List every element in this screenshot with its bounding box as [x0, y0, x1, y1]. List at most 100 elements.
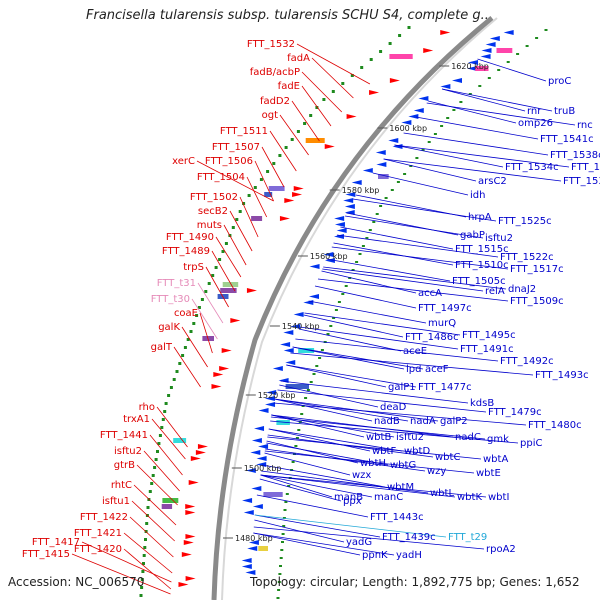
forward-gene-arrow [185, 576, 196, 581]
gc-dot [398, 34, 402, 37]
right-leader-line [394, 144, 570, 168]
left-gene-label: FTT_1511 [220, 126, 268, 137]
left-leader-line [215, 236, 242, 278]
right-leader-line [352, 198, 497, 222]
right-leader-line [267, 434, 434, 458]
reverse-gene-arrow [323, 252, 334, 257]
right-gene-label: ppx [343, 496, 362, 507]
right-leader-line [267, 436, 482, 460]
left-leader-line [301, 85, 332, 127]
right-gene-label: FTT_1510c [455, 260, 509, 271]
left-gene-label: coaE [174, 308, 198, 319]
gc-dot [161, 418, 165, 421]
reverse-gene-arrow [333, 234, 344, 239]
gc-dot [282, 517, 286, 519]
gc-dot [218, 258, 222, 261]
right-leader-line [266, 442, 389, 466]
gc-dot [320, 349, 324, 351]
right-gene-label: FTT_1515c [455, 244, 509, 255]
reverse-gene-arrow [468, 60, 479, 65]
gc-dot [379, 50, 383, 53]
genome-backbone [211, 16, 498, 600]
left-leader-line [261, 146, 285, 188]
gc-dot [497, 69, 501, 71]
gc-dot [468, 93, 472, 95]
right-gene-label: wzx [352, 470, 371, 481]
right-gene-label: rpoA2 [486, 544, 516, 555]
left-gene-label: galT [151, 342, 173, 353]
kbp-tick-label: 1540 kbp [282, 322, 320, 331]
gene-block [258, 546, 268, 551]
gc-dot [195, 314, 199, 317]
gc-dot [139, 594, 143, 597]
right-gene-label: FTT_1492c [500, 356, 554, 367]
gc-dot [295, 437, 299, 439]
gc-dot [143, 546, 147, 549]
gc-dot [372, 221, 376, 223]
left-gene-label: galK [158, 322, 180, 333]
reverse-gene-arrow [290, 324, 301, 329]
right-leader-line [261, 470, 429, 494]
gene-block [222, 282, 239, 287]
gc-dot [433, 133, 437, 135]
gc-dot [189, 330, 193, 333]
forward-gene-arrow [346, 114, 357, 119]
right-gene-label: aceF [425, 364, 449, 375]
right-leader-line [262, 464, 386, 488]
gene-block [264, 192, 273, 197]
forward-gene-arrow [181, 552, 192, 557]
left-leader-line [199, 312, 213, 354]
gc-dot [192, 322, 196, 325]
gc-dot [266, 170, 270, 173]
reverse-gene-arrow [392, 144, 403, 149]
reverse-gene-arrow [440, 84, 451, 89]
gc-dot [183, 346, 187, 349]
left-gene-label: ogt [262, 110, 278, 121]
gc-dot [301, 405, 305, 407]
right-leader-line [299, 326, 459, 350]
right-gene-label: wbtA [483, 454, 508, 465]
left-leader-line [269, 130, 297, 172]
gc-dot [337, 301, 341, 303]
right-gene-label: wbtI [488, 492, 509, 503]
accession-label: Accession: NC_006570 [8, 575, 145, 589]
reverse-gene-arrow [258, 408, 269, 413]
right-gene-label: deaD [380, 402, 407, 413]
right-gene-label: FTT_1479c [488, 407, 542, 418]
right-gene-label: FTT_1539c [571, 162, 600, 173]
reverse-gene-arrow [309, 264, 320, 269]
gene-block [173, 438, 187, 443]
right-leader-line [268, 428, 403, 452]
right-gene-label: idh [470, 190, 485, 201]
gc-dot [290, 138, 294, 141]
gc-dot [358, 253, 362, 255]
left-leader-line [197, 282, 224, 324]
right-gene-label: murQ [428, 318, 456, 329]
right-leader-line [254, 514, 381, 538]
right-gene-label: nadC [455, 432, 481, 443]
forward-gene-arrow [188, 480, 199, 485]
left-gene-label: gtrB [114, 460, 135, 471]
right-gene-label: wbtM [387, 482, 414, 493]
gc-dot [272, 162, 276, 165]
reverse-gene-arrow [388, 138, 399, 143]
reverse-gene-arrow [247, 546, 258, 551]
right-leader-line [322, 268, 484, 292]
left-gene-label: FTT_1422 [80, 512, 128, 523]
right-leader-line [441, 88, 553, 112]
right-leader-line [270, 416, 486, 440]
left-gene-label: FTT_1420 [74, 544, 122, 555]
map-title: Francisella tularensis subsp. tularensis… [86, 8, 494, 23]
reverse-strand-labels: proCtruBrnrrncomp26FTT_1541cFTT_1538cFTT… [334, 76, 600, 561]
gc-dot [334, 309, 338, 311]
right-leader-line [383, 158, 562, 182]
right-leader-line [340, 226, 454, 250]
right-gene-label: rnc [577, 120, 593, 131]
reverse-gene-arrow [245, 468, 256, 473]
right-leader-line [259, 478, 342, 502]
left-leader-line [239, 196, 259, 238]
gc-dot [348, 277, 352, 279]
gc-dot [186, 338, 190, 341]
right-gene-label: wbtC [435, 452, 460, 463]
reverse-gene-arrow [265, 402, 276, 407]
